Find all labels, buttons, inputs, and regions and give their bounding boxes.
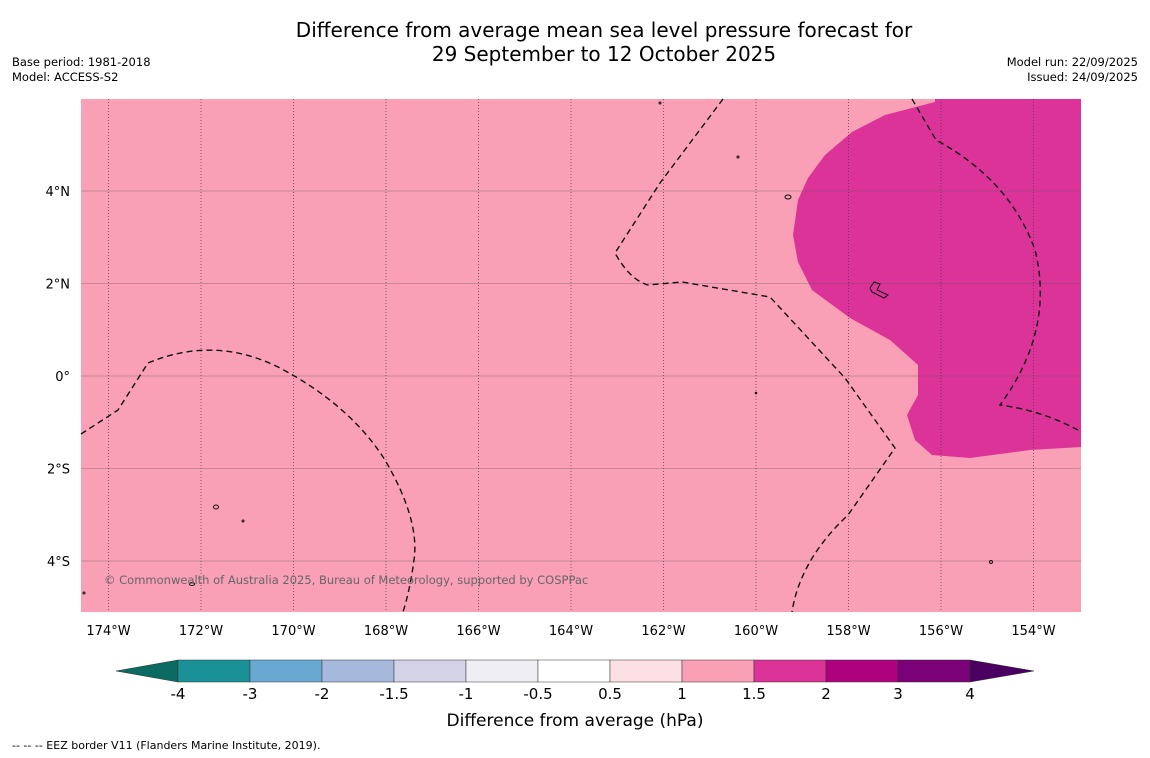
x-tick-label: 168°W: [364, 624, 408, 639]
title-line-2: 29 September to 12 October 2025: [431, 42, 777, 66]
gridlines: [81, 99, 1081, 612]
island: [241, 519, 245, 523]
model-run: Model run: 22/09/2025: [1006, 55, 1138, 69]
colorbar-bin: [249, 659, 323, 683]
island: [213, 504, 219, 510]
island: [869, 281, 889, 299]
colorbar-tick-label: -2: [315, 685, 330, 703]
eez-border-east: [911, 98, 1079, 431]
colorbar-tick-label: -1: [459, 685, 474, 703]
eez-borders: [80, 98, 1079, 613]
colorbar-bin: [681, 659, 755, 683]
colorbar-bin: [177, 659, 251, 683]
colorbar-label: Difference from average (hPa): [447, 711, 704, 731]
chart-title: Difference from average mean sea level p…: [0, 18, 1150, 66]
island: [989, 560, 993, 564]
colorbar-bin: [537, 659, 611, 683]
colorbar-tick-label: 3: [893, 685, 903, 703]
x-tick-label: 164°W: [549, 624, 593, 639]
colorbar-tick-label: 1.5: [742, 685, 766, 703]
colorbar-under-arrow: [115, 659, 179, 683]
islands: [82, 101, 993, 595]
y-tick-label: 4°N: [46, 185, 71, 200]
metadata-right: Model run: 22/09/2025 Issued: 24/09/2025: [1007, 55, 1138, 85]
colorbar-tick-label: 1: [677, 685, 687, 703]
colorbar-bin: [753, 659, 827, 683]
axis-labels: 174°W 172°W 170°W 168°W 166°W 164°W 162°W 160°W…: [46, 185, 1056, 639]
x-tick-label: 156°W: [919, 624, 963, 639]
x-tick-label: 154°W: [1011, 624, 1055, 639]
x-tick-label: 174°W: [86, 624, 130, 639]
colorbar-bin: [897, 659, 971, 683]
x-tick-label: 172°W: [179, 624, 223, 639]
metadata-left: Base period: 1981-2018 Model: ACCESS-S2: [12, 55, 151, 85]
colorbar-bin: [321, 659, 395, 683]
y-tick-label: 2°N: [46, 278, 71, 293]
colorbar-bin: [393, 659, 467, 683]
island: [754, 391, 758, 395]
x-tick-label: 162°W: [641, 624, 685, 639]
colorbar-bin: [465, 659, 539, 683]
colorbar-tick-label: -4: [171, 685, 186, 703]
y-tick-label: 0°: [55, 370, 70, 385]
colorbar-tick-label: 4: [965, 685, 975, 703]
model-name: Model: ACCESS-S2: [12, 70, 119, 84]
footnote-eez: -- -- -- EEZ border V11 (Flanders Marine…: [12, 739, 321, 752]
colorbar-tick-label: -3: [243, 685, 258, 703]
island: [189, 582, 195, 586]
title-line-1: Difference from average mean sea level p…: [295, 18, 913, 42]
base-period: Base period: 1981-2018: [12, 55, 151, 69]
x-tick-label: 170°W: [271, 624, 315, 639]
anomaly-region-1-5-to-2: [793, 99, 1081, 458]
eez-border-west: [80, 349, 416, 613]
eez-border-central: [614, 98, 896, 613]
y-tick-label: 2°S: [47, 463, 70, 478]
colorbar-bin: [825, 659, 899, 683]
copyright-text: © Commonwealth of Australia 2025, Bureau…: [104, 573, 588, 587]
colorbar-tick-label: -0.5: [523, 685, 552, 703]
colorbar-over-arrow: [969, 659, 1035, 683]
island: [658, 101, 662, 105]
island: [82, 591, 86, 595]
x-tick-label: 160°W: [734, 624, 778, 639]
x-tick-label: 166°W: [456, 624, 500, 639]
colorbar-bin: [609, 659, 683, 683]
island: [784, 194, 792, 200]
issued-date: Issued: 24/09/2025: [1027, 70, 1138, 84]
colorbar-tick-label: -1.5: [379, 685, 408, 703]
colorbar-tick-label: 2: [821, 685, 831, 703]
colorbar-tick-label: 0.5: [598, 685, 622, 703]
island: [736, 155, 740, 159]
y-tick-label: 4°S: [47, 555, 70, 570]
colorbar: -4 -3 -2 -1.5 -1 -0.5 0.5 1 1.5 2 3 4: [115, 659, 1035, 703]
x-tick-label: 158°W: [826, 624, 870, 639]
